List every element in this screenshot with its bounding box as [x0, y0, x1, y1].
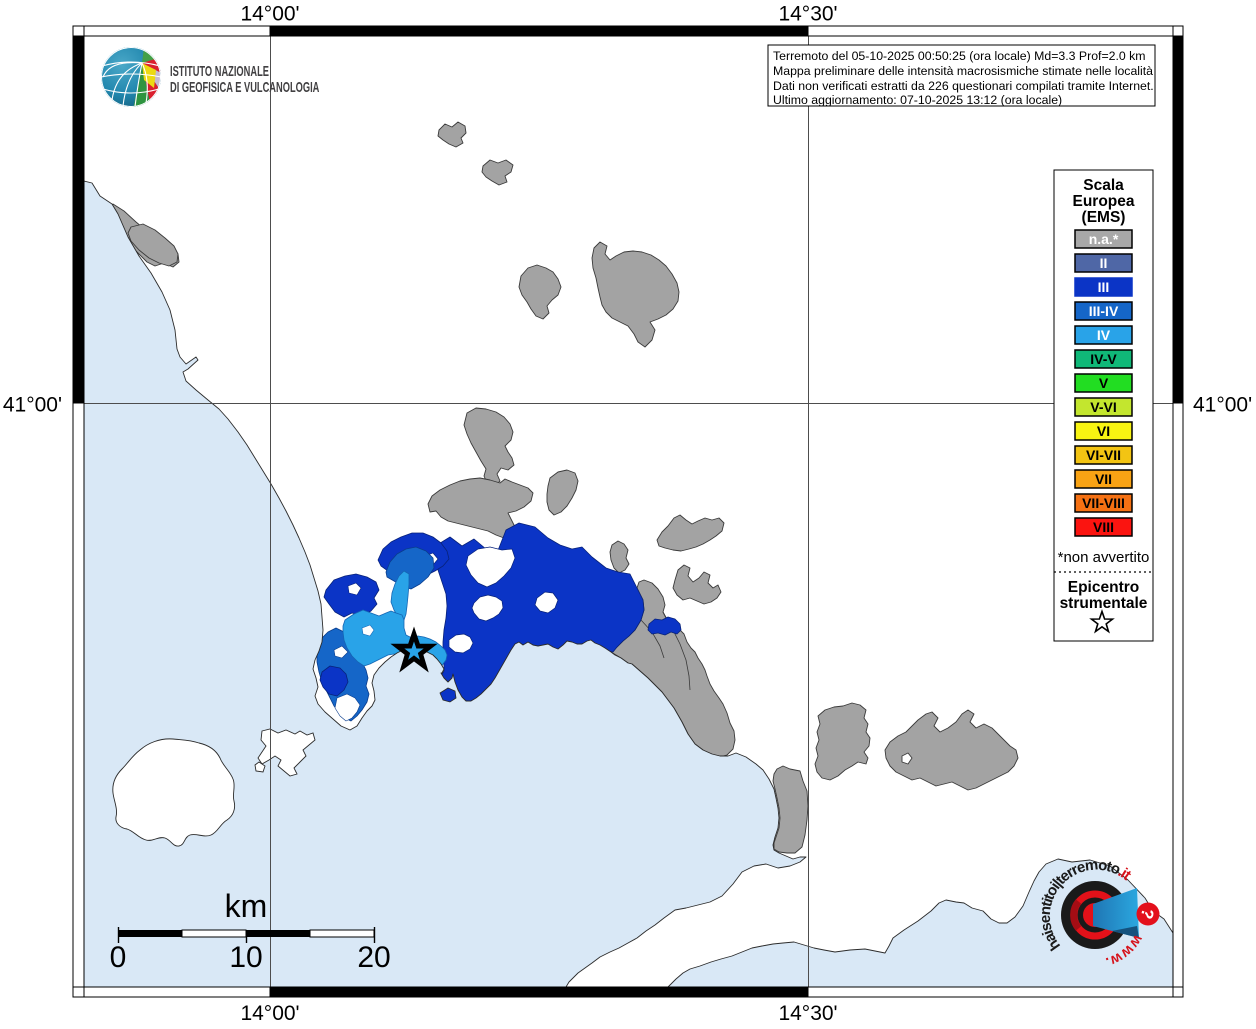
- svg-text:Mappa preliminare delle intens: Mappa preliminare delle intensità macros…: [773, 64, 1153, 78]
- svg-text:0: 0: [110, 941, 127, 974]
- svg-text:III-IV: III-IV: [1089, 303, 1119, 319]
- svg-text:14°00': 14°00': [240, 1002, 299, 1024]
- svg-text:10: 10: [229, 941, 262, 974]
- svg-text:VI: VI: [1097, 423, 1110, 439]
- svg-text:*non avvertito: *non avvertito: [1058, 549, 1150, 566]
- svg-text:Scala: Scala: [1083, 177, 1124, 194]
- svg-text:VI-VII: VI-VII: [1086, 447, 1121, 463]
- svg-text:V: V: [1099, 375, 1109, 391]
- svg-text:IV-V: IV-V: [1090, 351, 1117, 367]
- svg-text:strumentale: strumentale: [1060, 595, 1148, 612]
- svg-text:VII-VIII: VII-VIII: [1082, 495, 1125, 511]
- svg-text:VIII: VIII: [1093, 519, 1114, 535]
- svg-text:km: km: [225, 888, 268, 924]
- svg-text:Ultimo aggiornamento: 07-10-20: Ultimo aggiornamento: 07-10-2025 13:12 (…: [773, 93, 1062, 107]
- svg-text:(EMS): (EMS): [1082, 209, 1126, 226]
- svg-text:ISTITUTO NAZIONALE: ISTITUTO NAZIONALE: [170, 63, 269, 80]
- svg-text:14°30': 14°30': [778, 1002, 837, 1024]
- svg-text:IV: IV: [1097, 327, 1111, 343]
- svg-text:14°30': 14°30': [778, 3, 837, 26]
- svg-text:Europea: Europea: [1072, 193, 1134, 210]
- svg-text:II: II: [1100, 255, 1108, 271]
- svg-text:n.a.*: n.a.*: [1089, 231, 1119, 247]
- svg-text:VII: VII: [1095, 471, 1112, 487]
- svg-text:14°00': 14°00': [240, 3, 299, 26]
- svg-text:III: III: [1098, 279, 1110, 295]
- svg-text:41°00': 41°00': [3, 394, 62, 417]
- svg-text:20: 20: [357, 941, 390, 974]
- svg-text:Terremoto del 05-10-2025 00:50: Terremoto del 05-10-2025 00:50:25 (ora l…: [773, 49, 1146, 63]
- svg-text:Dati non verificati estratti d: Dati non verificati estratti da 226 ques…: [773, 79, 1154, 93]
- svg-text:DI GEOFISICA E VULCANOLOGIA: DI GEOFISICA E VULCANOLOGIA: [170, 79, 319, 96]
- svg-text:Epicentro: Epicentro: [1068, 579, 1139, 596]
- svg-text:V-VI: V-VI: [1090, 399, 1116, 415]
- svg-text:?: ?: [1137, 906, 1158, 921]
- svg-text:41°00': 41°00': [1193, 394, 1252, 417]
